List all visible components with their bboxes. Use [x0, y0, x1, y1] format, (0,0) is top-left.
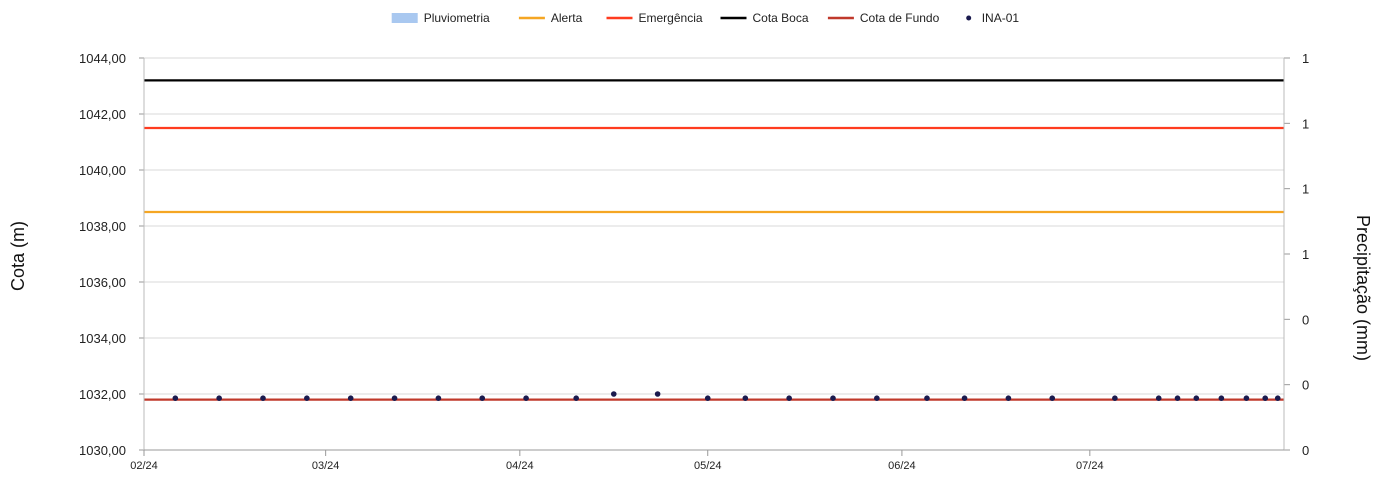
- ina-01-point: [216, 395, 222, 402]
- y2-tick-label: 1: [1302, 51, 1309, 66]
- y-tick-label: 1038,00: [79, 219, 126, 234]
- legend-swatch: [391, 13, 418, 23]
- legend-item-emerg-ncia: Emergência: [606, 11, 703, 25]
- legend-swatch: [966, 15, 972, 21]
- ina-01-point: [742, 395, 749, 402]
- ina-01-point: [1112, 395, 1118, 402]
- legend-item-alerta: Alerta: [518, 11, 583, 25]
- ina-01-point: [1243, 395, 1250, 402]
- ina-01-point: [172, 395, 179, 402]
- y2-tick-label: 1: [1302, 182, 1309, 197]
- ina-01-point: [830, 395, 836, 402]
- ina-01-point: [479, 395, 486, 402]
- legend-label: Alerta: [551, 11, 583, 25]
- ina-01-point: [874, 395, 880, 402]
- ina-01-point: [1155, 395, 1162, 402]
- ina-01-point: [610, 391, 617, 397]
- legend-item-pluviometria: Pluviometria: [391, 11, 490, 25]
- ina-01-point: [786, 395, 792, 402]
- y2-axis-title: Precipitação (mm): [1353, 215, 1373, 361]
- legend-label: Cota Boca: [753, 11, 809, 25]
- y2-tick-label: 0: [1302, 443, 1309, 458]
- ina-01-point: [654, 391, 661, 397]
- ina-01-point: [1274, 395, 1281, 402]
- ina-01-point: [704, 395, 711, 402]
- x-tick-label: 02/24: [130, 460, 158, 472]
- legend-label: Pluviometria: [424, 11, 490, 25]
- ina-01-point: [573, 395, 579, 402]
- y2-tick-label: 1: [1302, 116, 1309, 131]
- y-tick-label: 1032,00: [79, 387, 126, 402]
- ina-01-point: [304, 395, 310, 402]
- y-tick-label: 1040,00: [79, 163, 126, 178]
- y-tick-label: 1030,00: [79, 443, 126, 458]
- ina-01-point: [435, 395, 442, 402]
- ina-01-point: [1049, 395, 1056, 402]
- ina-01-point: [1193, 395, 1200, 402]
- x-tick-label: 07/24: [1076, 460, 1104, 472]
- legend-item-cota-boca: Cota Boca: [720, 11, 809, 25]
- y-axis-title: Cota (m): [8, 221, 28, 291]
- legend-label: INA-01: [982, 11, 1020, 25]
- ina-01-point: [961, 395, 968, 402]
- y2-tick-label: 0: [1302, 312, 1309, 327]
- ina-01-point: [260, 395, 266, 402]
- ina-01-points: [172, 391, 1281, 402]
- ina-01-point: [1218, 395, 1225, 402]
- y-tick-label: 1034,00: [79, 331, 126, 346]
- y2-tick-label: 1: [1302, 247, 1309, 262]
- ina-01-point: [924, 395, 930, 402]
- y-tick-label: 1044,00: [79, 51, 126, 66]
- grid: [144, 57, 1284, 451]
- y2-tick-label: 0: [1302, 378, 1309, 393]
- ina-01-point: [1005, 395, 1012, 402]
- y-tick-label: 1042,00: [79, 107, 126, 122]
- x-tick-label: 03/24: [312, 460, 340, 472]
- x-tick-label: 04/24: [506, 460, 534, 472]
- legend-item-ina-01: INA-01: [966, 11, 1019, 25]
- ina-01-point: [391, 395, 398, 402]
- ina-01-point: [523, 395, 529, 402]
- y-tick-label: 1036,00: [79, 275, 126, 290]
- x-tick-label: 05/24: [694, 460, 722, 472]
- ina-01-point: [347, 395, 354, 402]
- ina-01-point: [1174, 395, 1181, 402]
- legend: Pluviometria Alerta Emergência Cota Boca Cot…: [391, 11, 1019, 25]
- ina-01-point: [1262, 395, 1269, 402]
- legend-label: Cota de Fundo: [860, 11, 940, 25]
- axes: 1030,00 1032,00 1034,00 1036,00 1038,00 1040,…: [79, 51, 1309, 472]
- legend-label: Emergência: [639, 11, 703, 25]
- x-tick-label: 06/24: [888, 460, 916, 472]
- legend-item-cota-de-fundo: Cota de Fundo: [827, 11, 940, 25]
- threshold-lines: [144, 79, 1284, 401]
